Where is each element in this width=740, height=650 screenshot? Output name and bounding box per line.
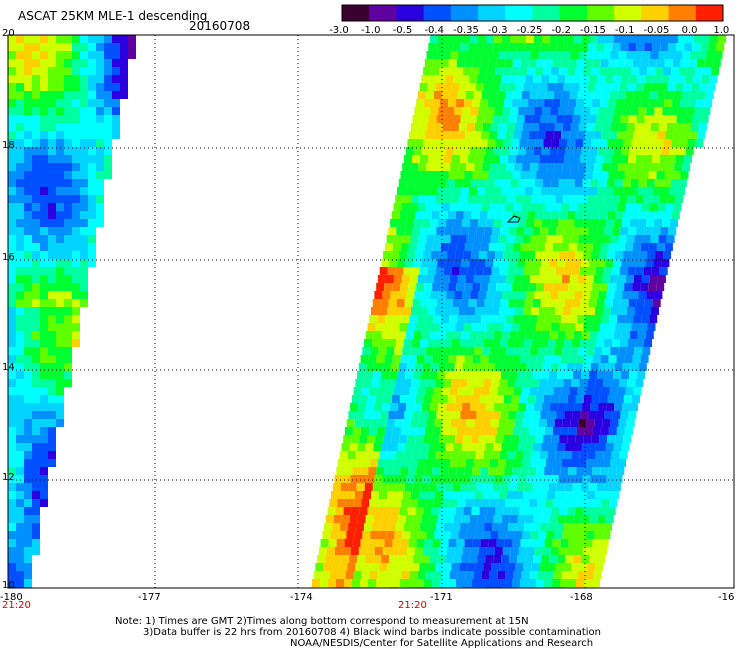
colorbar-segment — [342, 5, 370, 21]
colorbar-segment — [586, 5, 615, 21]
colorbar-segment — [532, 5, 561, 21]
lat-label-10: 10 — [2, 580, 15, 591]
colorbar-tick-label: -1.0 — [360, 25, 381, 36]
colorbar-tick-label: -0.25 — [516, 25, 543, 36]
plot-frame — [7, 34, 735, 589]
colorbar-segment — [614, 5, 642, 21]
colorbar — [341, 4, 724, 22]
colorbar-tick-label: -0.05 — [643, 25, 670, 36]
lon-label-174: -174 — [290, 592, 313, 603]
colorbar-segment — [423, 5, 452, 21]
colorbar-segment — [559, 5, 588, 21]
colorbar-segment — [396, 5, 425, 21]
colorbar-tick-label: -0.2 — [551, 25, 571, 36]
colorbar-segment — [505, 5, 533, 21]
lat-label-12: 12 — [2, 472, 15, 483]
time-label-center: 21:20 — [398, 600, 427, 611]
colorbar-segment — [450, 5, 479, 21]
colorbar-segment — [478, 5, 506, 21]
colorbar-tick-label: -0.35 — [453, 25, 479, 36]
lon-label-168: -168 — [570, 592, 593, 603]
note-line-2: 3)Data buffer is 22 hrs from 20160708 4)… — [143, 627, 601, 638]
note-line-3: NOAA/NESDIS/Center for Satellite Applica… — [290, 638, 594, 649]
colorbar-tick-label: -0.1 — [614, 25, 635, 36]
note-line-1: Note: 1) Times are GMT 2)Times along bot… — [115, 616, 529, 627]
date-label: 20160708 — [189, 19, 251, 33]
lat-label-16: 16 — [2, 252, 15, 263]
lon-label-165: -16 — [718, 592, 735, 603]
lon-label-180: -180 — [0, 592, 23, 603]
lat-label-18: 18 — [2, 140, 15, 151]
colorbar-tick-label: -0.5 — [392, 25, 413, 36]
lon-label-171: -171 — [430, 592, 453, 603]
lat-label-20: 20 — [2, 28, 15, 39]
data-swaths — [8, 35, 726, 588]
colorbar-tick-label: -0.15 — [580, 25, 606, 36]
colorbar-segment — [695, 5, 724, 21]
wind-barb-icon — [506, 215, 521, 223]
lon-label-177: -177 — [138, 592, 161, 603]
colorbar-segment — [668, 5, 697, 21]
time-label-left: 21:20 — [2, 600, 31, 611]
colorbar-tick-label: 0.0 — [681, 25, 698, 36]
colorbar-tick-label: -0.4 — [424, 25, 444, 36]
title: ASCAT 25KM MLE-1 descending — [18, 9, 208, 23]
colorbar-segment — [369, 5, 397, 21]
colorbar-segment — [641, 5, 670, 21]
colorbar-tick-label: -3.0 — [329, 25, 349, 36]
colorbar-tick-label: 1.0 — [713, 25, 730, 36]
lat-label-14: 14 — [2, 362, 15, 373]
colorbar-tick-label: -0.3 — [487, 25, 508, 36]
